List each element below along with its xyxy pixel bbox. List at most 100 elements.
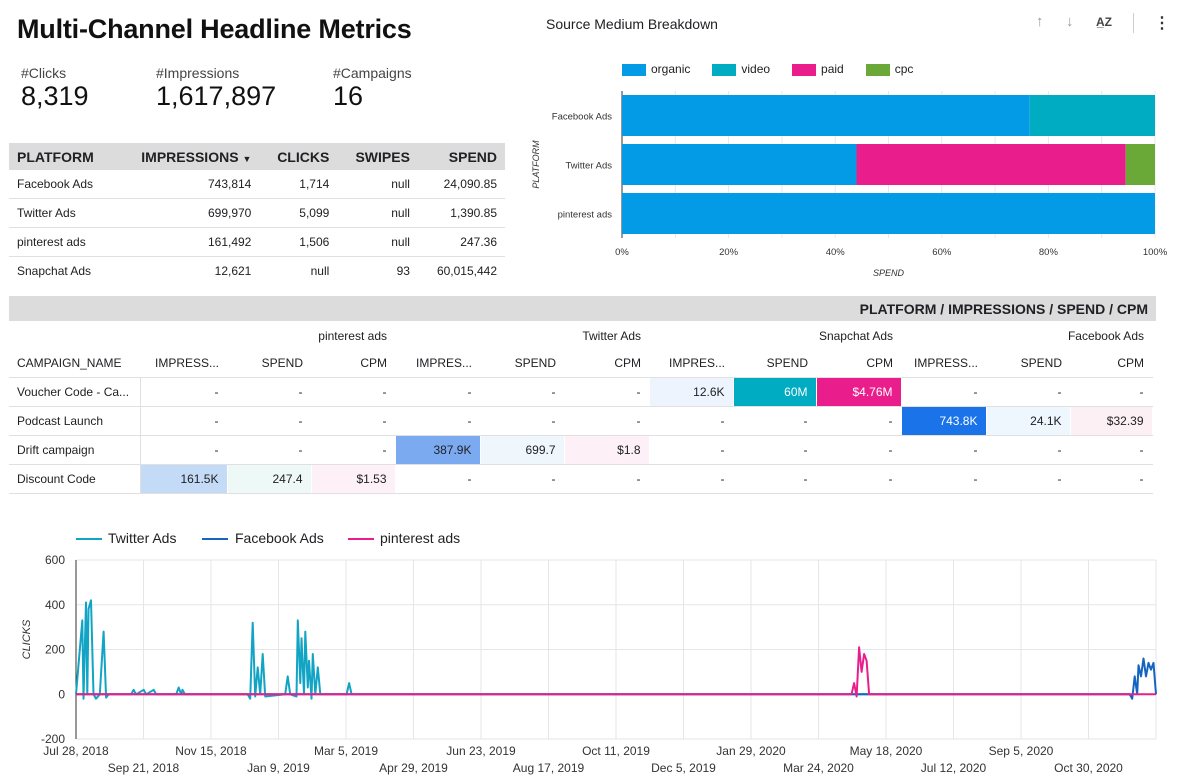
legend-label: organic xyxy=(651,62,691,76)
category-label: Facebook Ads xyxy=(552,112,612,123)
pivot-col-header[interactable]: SPEND xyxy=(733,349,816,378)
pivot-row[interactable]: Voucher Code - Ca... - - - - - -12.6K 60M $4.76M… xyxy=(9,377,1153,407)
table-cell: 743,814 xyxy=(115,170,260,199)
table-cell: 5,099 xyxy=(259,198,338,228)
bar-chart-title: Source Medium Breakdown xyxy=(546,16,718,32)
x-tick-label: Mar 24, 2020 xyxy=(783,761,854,775)
table-cell: Twitter Ads xyxy=(9,198,116,228)
pivot-cell: - xyxy=(649,435,734,465)
table-cell: null xyxy=(337,227,418,257)
kpi-value: 1,617,897 xyxy=(156,81,277,111)
pivot-row-label: Drift campaign xyxy=(9,435,141,465)
pivot-table: pinterest ads Twitter Ads Snapchat Ads F… xyxy=(9,322,1153,494)
pivot-cell: - xyxy=(816,435,902,465)
col-header-platform[interactable]: PLATFORM xyxy=(9,143,116,170)
caret-down-icon: ▼ xyxy=(242,153,252,164)
x-tick-label: Apr 29, 2019 xyxy=(379,761,448,775)
table-row[interactable]: Snapchat Ads 12,621 null 93 60,015,442 xyxy=(9,257,505,286)
pivot-row-label: Podcast Launch xyxy=(9,406,141,436)
table-row[interactable]: Twitter Ads 699,970 5,099 null 1,390.85 xyxy=(9,198,505,228)
pivot-group-header: Snapchat Ads xyxy=(818,328,893,343)
y-tick-label: -200 xyxy=(41,732,65,746)
col-header-label: SPEND xyxy=(448,148,497,165)
pivot-col-header[interactable]: IMPRESS... xyxy=(901,349,986,378)
more-vert-icon[interactable]: ⋮ xyxy=(1154,15,1170,32)
pivot-row-label: Voucher Code - Ca... xyxy=(9,377,141,407)
pivot-row[interactable]: Podcast Launch - - - - - - - - -743.8K 24.1K $32.39 xyxy=(9,406,1153,436)
x-tick-label: Dec 5, 2019 xyxy=(651,761,716,775)
pivot-corner xyxy=(9,322,140,349)
pivot-col-header[interactable]: CPM xyxy=(1070,349,1152,378)
pivot-cell: 60M xyxy=(733,377,817,407)
table-cell: 12,621 xyxy=(214,264,252,278)
pivot-cell: - xyxy=(480,377,565,407)
legend-label: paid xyxy=(821,62,844,76)
table-row[interactable]: Facebook Ads 743,814 1,714 null 24,090.8… xyxy=(9,170,505,199)
category-label: Twitter Ads xyxy=(566,161,613,172)
clicks-line-chart: 600 400 200 0 -200 CLICKS Jul 28, 2018 Nov 15, … xyxy=(21,553,1157,775)
table-cell: 161,492 xyxy=(115,227,260,257)
sort-az-icon[interactable]: A̲Z xyxy=(1096,15,1112,29)
pivot-col-header[interactable]: CPM xyxy=(816,349,901,378)
pivot-row-header[interactable]: CAMPAIGN_NAME xyxy=(9,349,140,378)
pivot-col-header[interactable]: CPM xyxy=(564,349,649,378)
pivot-cell: - xyxy=(395,464,481,494)
x-tick-label: Mar 5, 2019 xyxy=(314,744,378,758)
x-tick-label: Jul 12, 2020 xyxy=(921,761,987,775)
col-header-impressions[interactable]: IMPRESSIONS ▼ xyxy=(115,143,260,170)
pivot-col-header[interactable]: IMPRESS... xyxy=(140,349,227,378)
y-axis-label: PLATFORM xyxy=(531,140,541,189)
pivot-col-header[interactable]: SPEND xyxy=(986,349,1070,378)
x-tick-label: Sep 5, 2020 xyxy=(989,744,1054,758)
pivot-col-header[interactable]: SPEND xyxy=(227,349,311,378)
col-header-spend[interactable]: SPEND xyxy=(417,143,505,170)
y-tick-label: 600 xyxy=(45,553,65,567)
legend-label: pinterest ads xyxy=(380,530,461,546)
arrow-up-icon[interactable]: ↑ xyxy=(1036,13,1044,30)
pivot-col-header[interactable]: IMPRES... xyxy=(649,349,733,378)
pivot-cell: $1.8 xyxy=(564,435,650,465)
pivot-cell: $32.39 xyxy=(1070,406,1153,436)
pivot-cell: - xyxy=(311,435,396,465)
pivot-cell: - xyxy=(986,377,1071,407)
legend-label: Twitter Ads xyxy=(108,530,177,546)
arrow-down-icon[interactable]: ↓ xyxy=(1066,13,1074,30)
chart-toolbar: ↑ ↓ A̲Z ⋮ xyxy=(1036,13,1176,35)
pivot-col-header[interactable]: SPEND xyxy=(480,349,564,378)
pivot-col-header[interactable]: CPM xyxy=(311,349,395,378)
table-row[interactable]: pinterest ads 161,492 1,506 null 247.36 xyxy=(9,227,505,257)
col-header-label: SWIPES xyxy=(355,148,410,165)
pivot-cell: - xyxy=(1070,435,1153,465)
platform-table: PLATFORM IMPRESSIONS ▼ CLICKS SWIPES SPE… xyxy=(9,143,505,285)
x-tick-label: 0% xyxy=(615,247,629,258)
col-header-swipes[interactable]: SWIPES xyxy=(337,143,418,170)
pivot-row[interactable]: Discount Code 161.5K 247.4 $1.53- - - - - - - - - xyxy=(9,464,1153,494)
pivot-cell: - xyxy=(564,406,650,436)
pivot-cell: 743.8K xyxy=(901,406,987,436)
pivot-row-label: Discount Code xyxy=(9,464,141,494)
pivot-cell: 12.6K xyxy=(649,377,734,407)
legend-item: paid xyxy=(792,62,844,76)
legend-line-pinterest xyxy=(348,538,374,540)
table-cell: pinterest ads xyxy=(9,227,116,257)
pivot-cell: - xyxy=(227,435,312,465)
legend-item: cpc xyxy=(865,62,913,76)
pivot-col-header[interactable]: IMPRES... xyxy=(395,349,480,378)
pivot-group-header: Twitter Ads xyxy=(582,328,641,343)
pivot-cell: - xyxy=(480,406,565,436)
x-tick-label: Jul 28, 2018 xyxy=(43,744,109,758)
table-cell: null xyxy=(310,264,330,278)
table-cell: 699,970 xyxy=(115,198,260,228)
legend-swatch xyxy=(622,63,646,76)
pivot-row[interactable]: Drift campaign - - -387.9K 699.7 $1.8- - - - - - xyxy=(9,435,1153,465)
x-tick-label: 60% xyxy=(932,247,952,258)
pivot-cell: - xyxy=(564,464,650,494)
kpi-label: #Impressions xyxy=(156,65,240,81)
series-line-facebook-ads xyxy=(76,657,1157,700)
pivot-cell: - xyxy=(311,377,396,407)
pivot-group-row: pinterest ads Twitter Ads Snapchat Ads F… xyxy=(9,322,1152,349)
col-header-clicks[interactable]: CLICKS xyxy=(259,143,338,170)
pivot-cell: - xyxy=(986,435,1071,465)
legend-label: Facebook Ads xyxy=(235,530,324,546)
pivot-cell: - xyxy=(227,377,312,407)
